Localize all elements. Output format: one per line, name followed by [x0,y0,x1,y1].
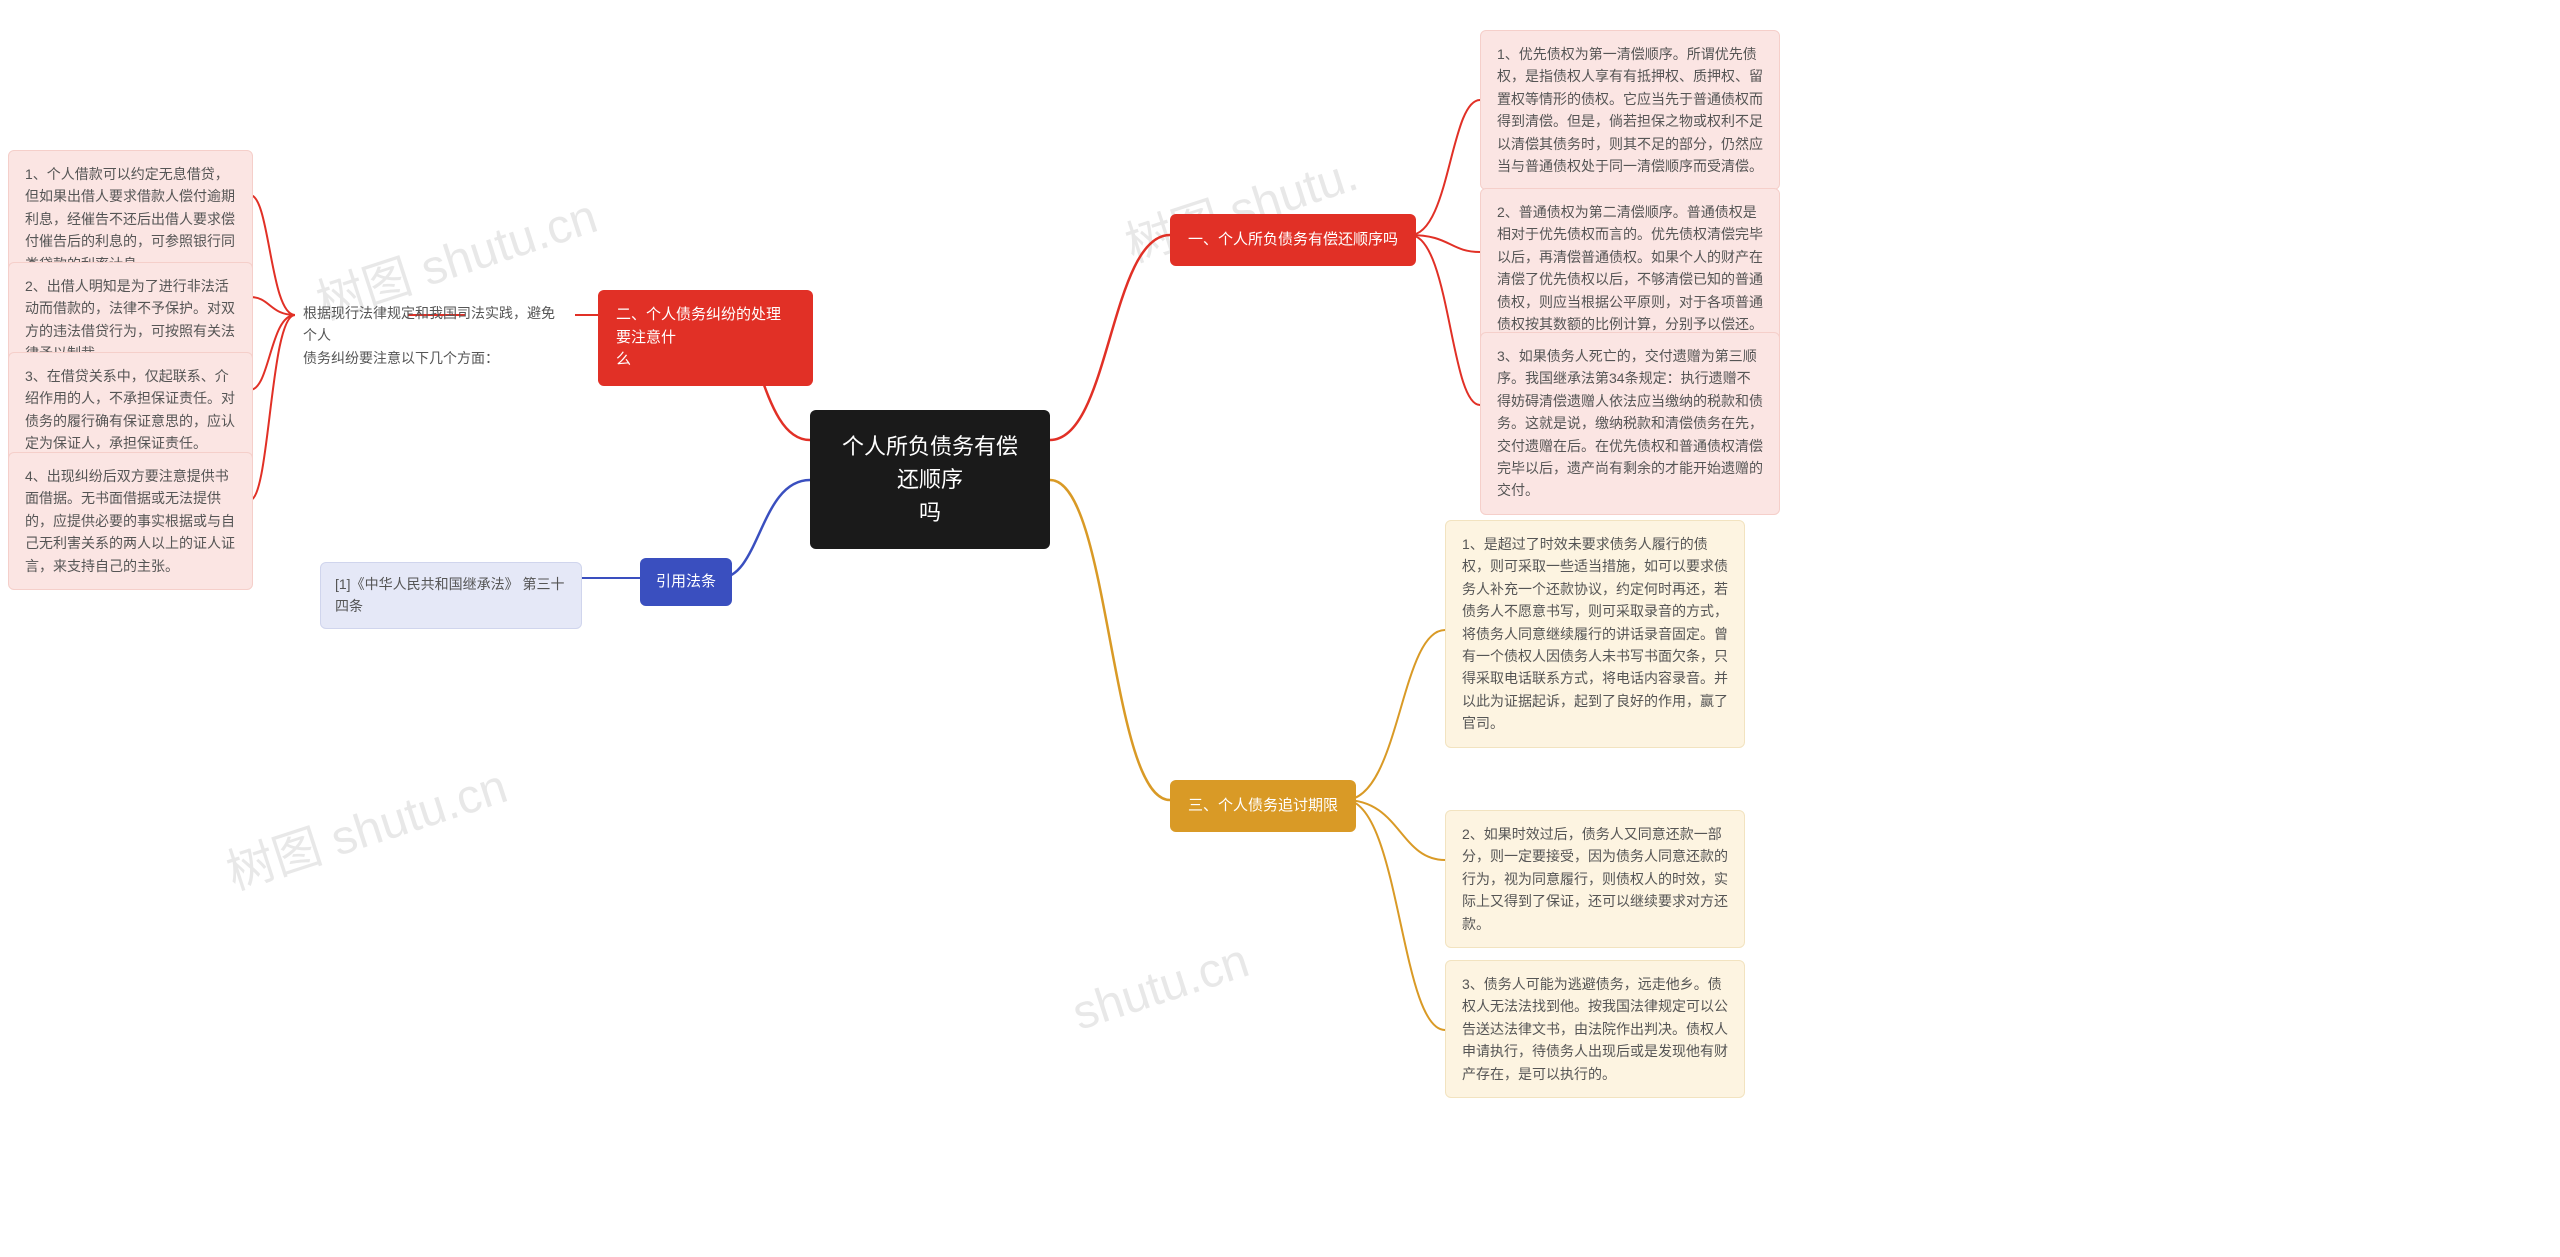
mindmap-root: 个人所负债务有偿还顺序 吗 [810,410,1050,549]
watermark: shutu.cn [1066,933,1256,1041]
branch-4-leaf: [1]《中华人民共和国继承法》 第三十四条 [320,562,582,629]
branch-2-leaf: 4、出现纠纷后双方要注意提供书面借据。无书面借据或无法提供的，应提供必要的事实根… [8,452,253,590]
branch-3: 三、个人债务追讨期限 [1170,780,1356,832]
branch-1-leaf: 3、如果债务人死亡的，交付遗赠为第三顺序。我国继承法第34条规定：执行遗赠不得妨… [1480,332,1780,515]
branch-2: 二、个人债务纠纷的处理要注意什 么 [598,290,813,386]
branch-3-leaf: 1、是超过了时效未要求债务人履行的债权，则可采取一些适当措施，如可以要求债务人补… [1445,520,1745,748]
branch-1-leaf: 1、优先债权为第一清偿顺序。所谓优先债权，是指债权人享有有抵押权、质押权、留置权… [1480,30,1780,190]
branch-3-leaf: 2、如果时效过后，债务人又同意还款一部分，则一定要接受，因为债务人同意还款的行为… [1445,810,1745,948]
branch-4: 引用法条 [640,558,732,606]
watermark: 树图 shutu.cn [216,747,514,903]
branch-1: 一、个人所负债务有偿还顺序吗 [1170,214,1416,266]
branch-2-leaf: 3、在借贷关系中，仅起联系、介绍作用的人，不承担保证责任。对债务的履行确有保证意… [8,352,253,468]
branch-1-leaf: 2、普通债权为第二清偿顺序。普通债权是相对于优先债权而言的。优先债权清偿完毕以后… [1480,188,1780,348]
branch-2-intermediate: 根据现行法律规定和我国司法实践，避免个人 债务纠纷要注意以下几个方面： [295,298,575,373]
branch-3-leaf: 3、债务人可能为逃避债务，远走他乡。债权人无法法找到他。按我国法律规定可以公告送… [1445,960,1745,1098]
